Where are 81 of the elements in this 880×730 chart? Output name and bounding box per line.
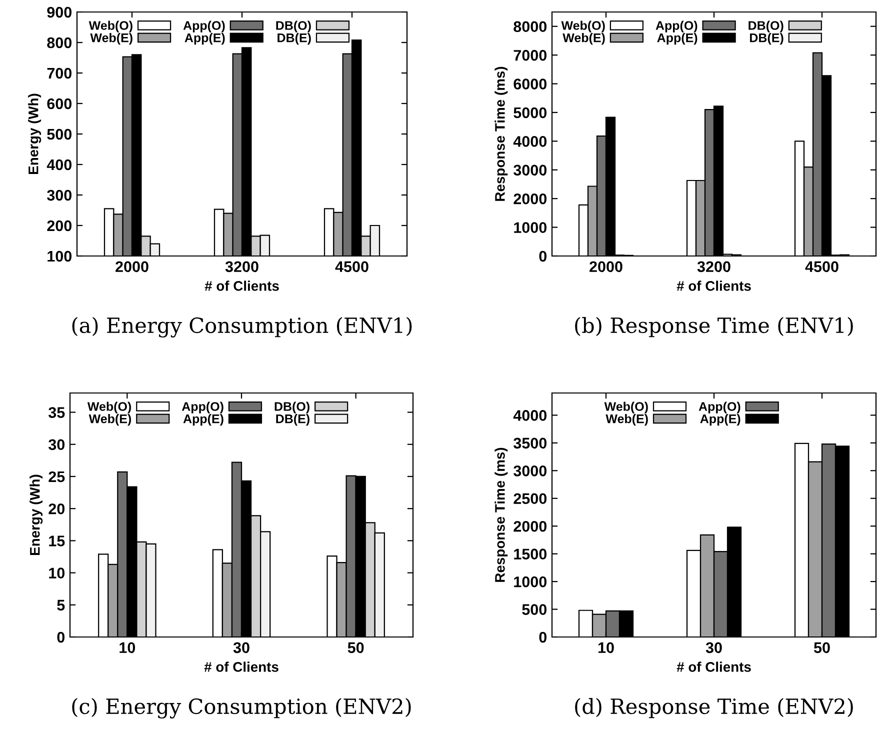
y-tick-label: 5000 xyxy=(514,107,547,118)
legend-label: Web(E) xyxy=(88,414,132,426)
y-tick-label: 900 xyxy=(47,6,72,18)
y-tick-label: 5 xyxy=(57,600,65,611)
x-tick-label: 4500 xyxy=(805,261,838,272)
legend-label: DB(O) xyxy=(274,402,310,414)
legend-label: Web(O) xyxy=(604,402,648,414)
x-tick-label: 3200 xyxy=(697,261,730,272)
y-tick-label: 2000 xyxy=(514,520,547,532)
y-tick-label: 600 xyxy=(47,98,72,110)
y-axis-title: Energy (Wh) xyxy=(30,474,43,555)
y-tick-label: 0 xyxy=(539,632,547,643)
y-tick-label: 6000 xyxy=(514,78,547,90)
x-axis-title: # of Clients xyxy=(204,662,278,672)
y-tick-label: 400 xyxy=(46,159,72,170)
legend-label: Web(E) xyxy=(562,33,605,45)
y-tick-label: 500 xyxy=(47,128,72,140)
legend-label: App(O) xyxy=(656,20,698,32)
y-tick-label: 0 xyxy=(57,632,65,643)
legend-label: Web(O) xyxy=(87,402,132,414)
y-tick-label: 7000 xyxy=(514,50,547,61)
y-tick-label: 4000 xyxy=(513,136,547,147)
x-tick-label: 10 xyxy=(120,642,136,654)
x-tick-label: 30 xyxy=(233,642,250,654)
y-axis-title: Energy (Wh) xyxy=(28,94,42,174)
y-tick-label: 30 xyxy=(48,439,65,450)
x-tick-label: 50 xyxy=(348,642,364,654)
x-tick-label: 2000 xyxy=(116,261,148,272)
y-tick-label: 700 xyxy=(47,68,72,79)
y-tick-label: 1000 xyxy=(514,576,547,588)
legend-label: DB(E) xyxy=(278,33,311,45)
legend-label: DB(E) xyxy=(750,33,784,45)
text: (b) Response Time (ENV1) xyxy=(575,317,853,338)
x-axis-title: # of Clients xyxy=(204,280,279,291)
y-tick-label: 3500 xyxy=(514,438,547,449)
y-tick-label: 2000 xyxy=(514,193,547,204)
legend-label: App(E) xyxy=(657,33,698,45)
text: (c) Energy Consumption (ENV2) xyxy=(72,698,411,718)
y-tick-label: 300 xyxy=(47,190,72,201)
x-tick-label: 4500 xyxy=(335,261,368,272)
text: (a) Energy Consumption (ENV1) xyxy=(72,317,412,338)
legend-label: Web(O) xyxy=(88,20,132,32)
legend-label: App(E) xyxy=(700,414,740,426)
x-axis-title: # of Clients xyxy=(676,662,751,672)
legend-label: App(E) xyxy=(183,414,224,426)
y-tick-label: 500 xyxy=(522,604,547,615)
x-tick-label: 2000 xyxy=(590,261,622,272)
y-tick-label: 200 xyxy=(47,220,72,232)
y-tick-label: 800 xyxy=(47,37,72,48)
y-tick-label: 35 xyxy=(48,407,65,418)
y-tick-label: 100 xyxy=(48,250,72,262)
y-tick-label: 2500 xyxy=(514,493,547,504)
y-tick-label: 10 xyxy=(49,568,65,578)
y-tick-label: 3000 xyxy=(514,466,547,476)
legend-label: App(O) xyxy=(698,402,740,414)
y-axis-title: Response Time (ms) xyxy=(494,66,508,201)
x-tick-label: 50 xyxy=(814,642,830,654)
legend-label: App(O) xyxy=(183,20,225,32)
y-tick-label: 1000 xyxy=(514,222,547,233)
y-tick-label: 15 xyxy=(49,536,65,546)
y-tick-label: 4000 xyxy=(513,410,547,421)
y-tick-label: 25 xyxy=(48,471,65,482)
x-tick-label: 3200 xyxy=(225,261,258,272)
y-tick-label: 8000 xyxy=(514,21,547,32)
text: (d) Response Time (ENV2) xyxy=(575,698,853,718)
legend-label: App(E) xyxy=(184,33,225,45)
y-tick-label: 20 xyxy=(48,503,65,514)
legend-label: DB(O) xyxy=(748,20,784,32)
legend-label: DB(O) xyxy=(276,20,311,32)
x-tick-label: 30 xyxy=(706,642,722,654)
y-tick-label: 1500 xyxy=(514,548,547,560)
y-tick-label: 0 xyxy=(539,250,547,262)
legend-label: App(O) xyxy=(182,402,224,414)
legend-label: Web(E) xyxy=(606,414,648,426)
x-axis-title: # of Clients xyxy=(676,280,751,291)
y-axis-title: Response Time (ms) xyxy=(494,448,508,582)
legend-label: Web(O) xyxy=(561,20,605,32)
x-tick-label: 10 xyxy=(598,642,614,654)
legend-label: Web(E) xyxy=(90,33,132,45)
y-tick-label: 3000 xyxy=(514,164,547,176)
legend-label: DB(E) xyxy=(276,414,310,426)
